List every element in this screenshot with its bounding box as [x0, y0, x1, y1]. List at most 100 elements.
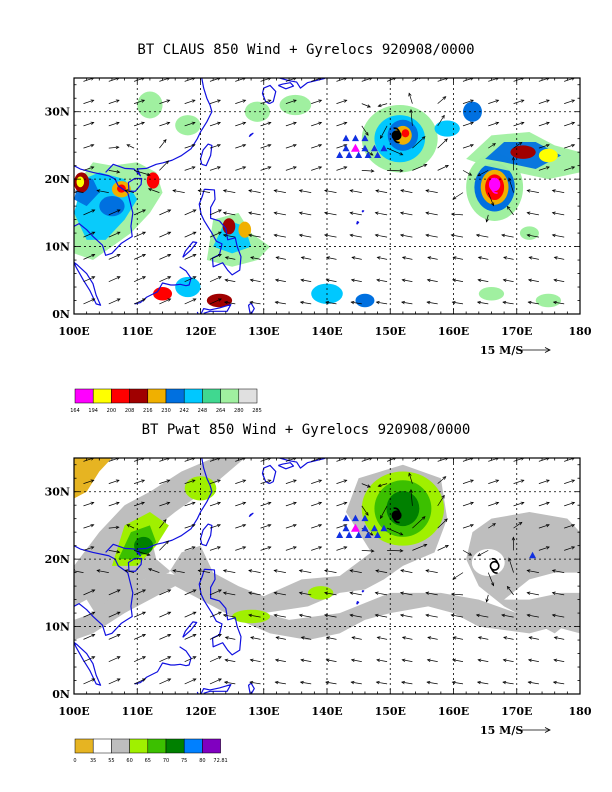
- wind-vector-head: [141, 99, 146, 103]
- wind-vector: [375, 570, 388, 573]
- wind-vector-head: [551, 189, 556, 193]
- wind-vector: [513, 522, 523, 529]
- wind-vector: [538, 122, 550, 127]
- pwat-patch-3: [134, 536, 154, 555]
- wind-vector-head: [552, 300, 557, 305]
- wind-vector-head: [167, 458, 171, 461]
- wind-vector-head: [468, 552, 473, 556]
- wind-vector-head: [142, 298, 147, 302]
- wind-vector-head: [490, 582, 495, 587]
- wind-vector: [274, 592, 286, 596]
- wind-vector: [513, 502, 524, 507]
- wind-vector: [235, 502, 246, 507]
- wind-vector: [311, 546, 322, 551]
- wind-vector: [248, 234, 261, 238]
- coastline-1: [74, 165, 134, 256]
- wind-vector: [400, 234, 413, 238]
- wind-vector: [462, 479, 474, 484]
- wind-vector: [402, 279, 413, 282]
- wind-vector-head: [350, 680, 355, 685]
- wind-vector-head: [545, 121, 550, 125]
- wind-vector: [401, 681, 413, 685]
- wind-vector-head: [571, 479, 576, 483]
- cloud-spot-11: [137, 91, 163, 119]
- wind-vector-head: [192, 611, 197, 615]
- wind-vector-head: [520, 99, 525, 103]
- wind-vector: [351, 659, 362, 662]
- wind-vector-head: [452, 196, 457, 200]
- wind-vector-head: [502, 680, 507, 685]
- colorbar-label: 60: [126, 758, 132, 764]
- wind-vector-head: [369, 78, 373, 81]
- wind-vector: [285, 166, 297, 171]
- colorbar-swatch: [165, 388, 185, 404]
- wind-vector-head: [91, 634, 96, 638]
- wind-vector: [159, 611, 171, 618]
- wind-vector-head: [222, 591, 227, 595]
- wind-vector: [301, 637, 312, 640]
- wind-vector: [133, 122, 145, 127]
- wind-vector-head: [485, 218, 489, 223]
- wind-vector: [513, 142, 523, 149]
- wind-vector-head: [115, 501, 120, 505]
- wind-vector-head: [298, 591, 303, 595]
- wind-vector-head: [217, 656, 222, 660]
- wind-vector-head: [217, 121, 221, 125]
- cloud-spot-12: [175, 115, 201, 136]
- wind-vector: [375, 614, 388, 618]
- wind-vector: [324, 570, 337, 573]
- wind-vector-head: [90, 143, 95, 148]
- wind-vector: [462, 99, 474, 104]
- colorbar-swatch: [165, 738, 185, 754]
- wind-vector-head: [192, 231, 197, 235]
- wind-vector: [552, 592, 565, 596]
- wind-vector-head: [248, 591, 253, 595]
- wind-vector: [462, 524, 474, 529]
- colorbar-label: 242: [179, 408, 189, 414]
- wind-vector: [172, 570, 185, 573]
- wind-vector: [83, 634, 95, 640]
- gyre-triangle: [355, 531, 363, 539]
- wind-vector-head: [222, 613, 227, 618]
- wind-vector-head: [172, 189, 177, 193]
- wind-vector: [108, 298, 121, 305]
- wind-vector: [564, 524, 575, 529]
- wind-vector: [133, 656, 146, 662]
- colorbar-swatch: [129, 738, 149, 754]
- wind-vector-head: [298, 613, 303, 618]
- tc-symbol-tail-top: [393, 507, 401, 513]
- wind-vector-head: [91, 276, 96, 280]
- wind-vector-head: [300, 256, 305, 260]
- wind-vector-head: [506, 205, 511, 210]
- lon-tick-label: 140E: [311, 705, 342, 718]
- colorbar-swatch: [129, 388, 149, 404]
- coastline-4: [127, 177, 143, 192]
- wind-vector: [249, 301, 261, 305]
- wind-vector-head: [442, 96, 447, 100]
- wind-vector: [452, 659, 464, 662]
- wind-vector-head: [142, 276, 147, 280]
- wind-vector: [285, 122, 297, 127]
- wind-vector: [184, 524, 196, 529]
- wind-vector-head: [468, 172, 473, 176]
- wind-vector-head: [325, 658, 330, 662]
- wind-vector-head: [217, 276, 222, 280]
- wind-vector: [311, 524, 322, 529]
- wind-vector-head: [140, 501, 145, 505]
- wind-vector-head: [191, 121, 196, 125]
- wind-vector-head: [162, 519, 167, 523]
- wind-vector-head: [520, 121, 525, 125]
- tc-symbol-tail-bottom: [490, 568, 498, 574]
- pwat-east-hole-2: [471, 549, 505, 576]
- wind-vector: [502, 681, 514, 685]
- wind-vector-head: [425, 591, 430, 595]
- wind-vector-head: [267, 121, 272, 125]
- wind-vector-head: [267, 166, 272, 170]
- wind-vector-head: [425, 613, 430, 618]
- wind-vector-head: [452, 658, 457, 662]
- wind-vector-head: [325, 278, 330, 282]
- wind-vector: [376, 301, 388, 305]
- wind-vector-head: [91, 298, 96, 302]
- gyre-triangle: [345, 151, 353, 159]
- wind-vector: [274, 212, 286, 216]
